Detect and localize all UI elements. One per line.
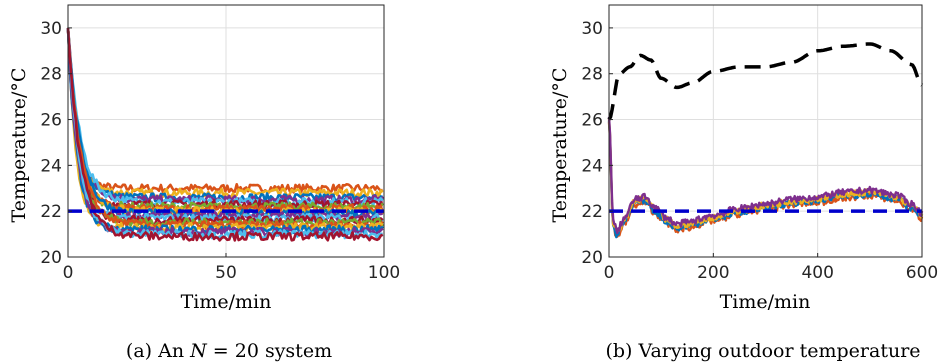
panel-b-axes-box [608,4,923,258]
room-temperature-series-line [66,27,384,205]
room-temperature-series-line [66,27,384,242]
y-tick-label: 20 [40,248,62,268]
y-tick-label: 24 [40,156,62,176]
y-tick-label: 20 [581,248,603,268]
panel-a-y-axis-title: Temperature/°C [8,68,30,223]
panel-a-caption-suffix: = 20 system [207,340,332,362]
x-tick-label: 100 [368,263,400,283]
room-temperature-series-line [66,27,384,199]
y-tick-label: 28 [40,65,62,85]
room-temperature-series-line [607,120,924,239]
panel-a-series-group [66,27,384,242]
panel-a-y-tick-labels: 20 22 24 26 28 30 [40,19,72,268]
room-temperature-series-line [607,122,924,238]
x-tick-label: 400 [801,263,833,283]
room-temperature-series-line [66,27,384,203]
y-tick-label: 22 [40,202,62,222]
y-tick-label: 26 [581,111,603,131]
x-tick-label: 0 [604,263,615,283]
y-tick-label: 30 [40,19,62,39]
outdoor-temperature-line [607,42,924,121]
y-tick-label: 24 [581,156,603,176]
panel-b-caption: (b) Varying outdoor temperature [605,340,920,362]
x-tick-label: 0 [63,263,74,283]
room-temperature-series-line [607,116,924,235]
panel-a-caption-prefix: (a) An [126,340,190,362]
panel-a-caption: (a) An N = 20 system [126,340,332,362]
y-tick-label: 26 [40,111,62,131]
panel-b: 0 200 400 600 20 22 24 26 28 30 Time/min Tempera… [549,4,938,362]
y-tick-label: 28 [581,65,603,85]
panel-a: 0 50 100 20 22 24 26 28 30 Time/min Temperature… [8,4,400,362]
x-tick-label: 600 [906,263,938,283]
panel-a-x-tick-labels: 0 50 100 [63,253,400,283]
panel-a-caption-variable: N [189,340,208,362]
panel-b-grid [608,5,923,258]
x-tick-label: 50 [215,263,237,283]
panel-b-y-axis-title: Temperature/°C [549,68,571,223]
panel-b-y-tick-labels: 20 22 24 26 28 30 [581,19,613,268]
panel-b-series-group [607,42,924,239]
x-tick-label: 200 [697,263,729,283]
panel-b-x-tick-labels: 0 200 400 600 [604,253,938,283]
y-tick-label: 22 [581,202,603,222]
y-tick-label: 30 [581,19,603,39]
room-temperature-series-line [66,27,384,210]
room-temperature-series-line [66,27,384,208]
panel-a-x-axis-title: Time/min [181,291,272,313]
room-temperature-series-line [66,27,384,194]
panel-b-x-axis-title: Time/min [720,291,811,313]
